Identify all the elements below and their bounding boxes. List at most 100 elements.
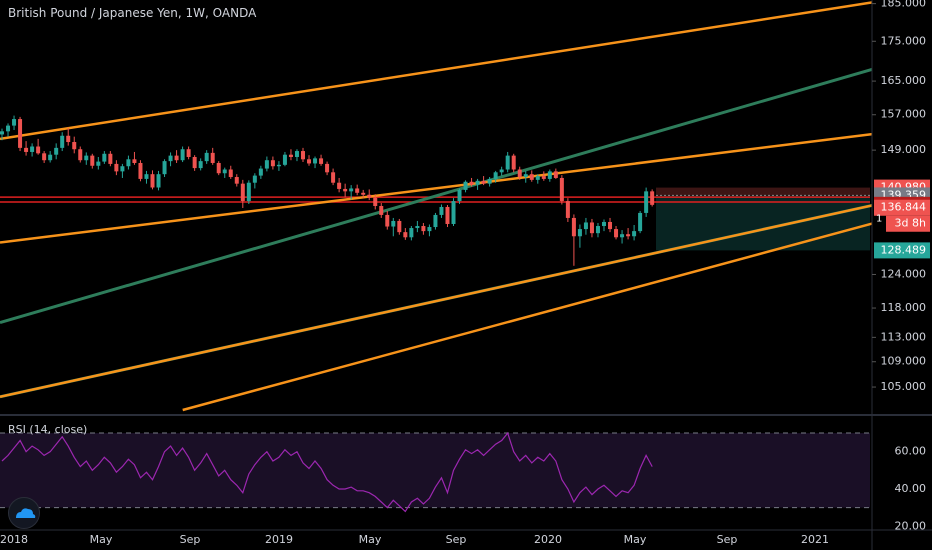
candle-body-7	[42, 153, 47, 161]
rsi-line	[1, 431, 653, 513]
candle-body-103	[620, 234, 625, 238]
candle-body-96	[577, 229, 582, 237]
candle-body-10	[60, 135, 65, 148]
rsi-band	[0, 433, 870, 508]
candle-body-91	[547, 171, 552, 179]
position-risk-zone	[656, 187, 870, 196]
candle-body-76	[457, 189, 462, 202]
time-tick-label-5: Sep	[446, 533, 467, 546]
candle-body-35	[210, 152, 215, 163]
candle-body-20	[120, 166, 125, 172]
candle-body-70	[421, 226, 426, 232]
candle-body-97	[583, 222, 588, 230]
candle-body-77	[463, 181, 468, 190]
price-tick-label-5: 124.000	[881, 267, 927, 280]
candle-body-31	[186, 149, 191, 157]
candle-body-4	[24, 147, 29, 152]
candle-body-64	[385, 214, 390, 227]
candle-body-104	[626, 234, 631, 237]
countdown-flag: 1	[876, 214, 882, 225]
candle-body-1	[6, 125, 11, 132]
candle-body-13	[78, 149, 83, 161]
candle-body-92	[553, 171, 558, 178]
candle-body-16	[96, 161, 101, 166]
candle-body-24	[144, 174, 149, 179]
candle-body-102	[614, 229, 619, 238]
price-level-label: 136.844	[881, 201, 927, 214]
rsi-tick-label-0: 60.00	[895, 445, 927, 458]
price-tick-label-6: 118.000	[881, 301, 927, 314]
candle-body-90	[541, 176, 546, 179]
position-target-zone	[656, 195, 870, 251]
candle-body-40	[240, 183, 245, 202]
price-tick-label-0: 185.000	[881, 0, 927, 10]
candle-body-100	[602, 221, 606, 227]
candle-body-29	[174, 155, 179, 161]
candle-body-5	[30, 146, 35, 152]
candle-body-44	[264, 160, 269, 169]
candle-body-38	[228, 169, 233, 178]
candle-body-52	[313, 158, 318, 164]
candle-body-106	[638, 212, 643, 232]
time-tick-label-9: 2021	[801, 533, 829, 546]
time-tick-label-7: May	[624, 533, 647, 546]
candle-body-30	[180, 149, 185, 161]
candle-body-47	[282, 154, 287, 165]
time-tick-label-6: 2020	[534, 533, 562, 546]
time-tick-label-1: May	[90, 533, 113, 546]
candle-body-72	[433, 214, 438, 228]
candle-body-3	[18, 119, 23, 148]
candle-body-65	[391, 220, 396, 227]
candle-body-32	[192, 156, 197, 169]
time-tick-label-8: Sep	[717, 533, 738, 546]
candle-body-63	[379, 205, 384, 215]
candle-body-74	[445, 206, 450, 224]
candle-body-19	[114, 163, 119, 172]
cloud-logo-icon[interactable]	[8, 497, 40, 529]
candle-body-86	[517, 169, 522, 178]
candle-body-36	[216, 162, 221, 174]
candle-body-56	[337, 182, 342, 189]
price-tick-label-2: 165.000	[881, 74, 927, 87]
candle-body-99	[595, 226, 600, 234]
candle-body-95	[571, 217, 576, 237]
time-tick-label-4: May	[359, 533, 382, 546]
orange-channel-line-0	[0, 0, 888, 141]
candle-body-26	[156, 174, 161, 188]
candle-body-25	[150, 174, 155, 188]
candle-body-62	[373, 197, 378, 206]
candle-body-23	[138, 162, 143, 179]
candle-body-49	[294, 151, 299, 157]
price-level-box	[874, 199, 930, 216]
candle-body-54	[325, 163, 330, 173]
candle-body-48	[288, 154, 293, 157]
candle-body-9	[54, 147, 59, 155]
candle-body-42	[252, 175, 257, 183]
candle-body-75	[451, 201, 456, 224]
candle-body-8	[48, 154, 53, 161]
rsi-title: RSI (14, close)	[8, 423, 87, 436]
candle-body-68	[409, 228, 414, 238]
candle-body-39	[234, 177, 239, 184]
candle-body-60	[361, 192, 366, 195]
price-tick-label-9: 105.000	[881, 380, 927, 393]
candle-body-61	[367, 194, 372, 198]
candle-body-46	[276, 164, 281, 167]
candle-body-33	[198, 161, 203, 169]
candle-body-80	[481, 180, 486, 184]
price-tick-label-4: 149.000	[881, 143, 927, 156]
price-tick-label-7: 113.000	[881, 330, 927, 343]
candle-body-51	[307, 159, 312, 164]
candle-body-12	[72, 142, 77, 150]
candle-body-69	[415, 226, 420, 229]
price-tick-label-3: 157.000	[881, 108, 927, 121]
candle-body-82	[493, 172, 498, 179]
candle-body-37	[222, 169, 227, 174]
candle-body-107	[644, 191, 649, 213]
candle-body-43	[258, 168, 263, 176]
countdown-label: 3d 8h	[895, 217, 926, 230]
candle-body-18	[108, 153, 113, 164]
candle-body-55	[331, 172, 336, 183]
time-tick-label-2: Sep	[180, 533, 201, 546]
